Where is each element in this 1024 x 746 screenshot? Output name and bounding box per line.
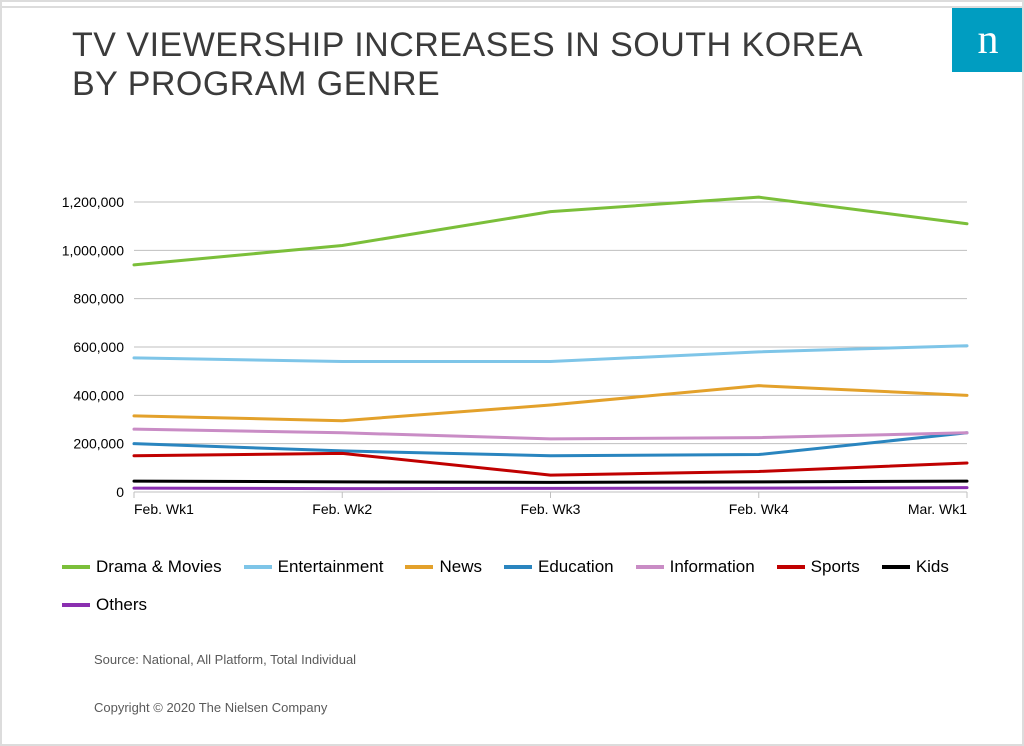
x-axis-label: Feb. Wk1 xyxy=(134,501,194,517)
legend-label: Drama & Movies xyxy=(96,557,222,577)
y-axis-label: 1,200,000 xyxy=(62,194,124,210)
legend-label: Information xyxy=(670,557,755,577)
copyright-text: Copyright © 2020 The Nielsen Company xyxy=(94,700,327,715)
x-axis-label: Feb. Wk4 xyxy=(729,501,789,517)
legend-swatch xyxy=(405,565,433,569)
line-chart: 0 200,000 400,000 600,000 800,000 1,000,000 1,… xyxy=(52,192,982,542)
y-axis-label: 1,000,000 xyxy=(62,242,124,258)
legend-label: Sports xyxy=(811,557,860,577)
y-axis-label: 0 xyxy=(116,484,124,500)
y-axis-label: 600,000 xyxy=(73,339,124,355)
legend-swatch xyxy=(636,565,664,569)
legend-swatch xyxy=(62,603,90,607)
legend-label: Entertainment xyxy=(278,557,384,577)
series-line xyxy=(134,488,967,489)
legend-label: Others xyxy=(96,595,147,615)
legend-label: Education xyxy=(538,557,614,577)
series-line xyxy=(134,197,967,265)
legend-swatch xyxy=(62,565,90,569)
legend-item: Sports xyxy=(777,557,860,577)
series-line xyxy=(134,386,967,421)
x-axis-label: Feb. Wk3 xyxy=(521,501,581,517)
legend-item: Kids xyxy=(882,557,949,577)
legend-item: Others xyxy=(62,595,147,615)
top-rule xyxy=(2,6,1022,8)
series-line xyxy=(134,429,967,439)
page-container: n TV VIEWERSHIP INCREASES IN SOUTH KOREA… xyxy=(0,0,1024,746)
legend-item: Education xyxy=(504,557,614,577)
legend-swatch xyxy=(244,565,272,569)
y-axis-label: 200,000 xyxy=(73,436,124,452)
legend-swatch xyxy=(777,565,805,569)
legend-item: Entertainment xyxy=(244,557,384,577)
legend: Drama & Movies Entertainment News Education… xyxy=(62,557,982,615)
chart-title: TV VIEWERSHIP INCREASES IN SOUTH KOREA B… xyxy=(72,26,902,104)
x-axis-label: Mar. Wk1 xyxy=(908,501,967,517)
nielsen-logo-letter: n xyxy=(978,19,999,61)
series-line xyxy=(134,481,967,482)
series-line xyxy=(134,346,967,362)
y-axis-label: 400,000 xyxy=(73,387,124,403)
legend-label: News xyxy=(439,557,482,577)
legend-item: Drama & Movies xyxy=(62,557,222,577)
chart-area: 0 200,000 400,000 600,000 800,000 1,000,000 1,… xyxy=(52,192,982,542)
legend-swatch xyxy=(504,565,532,569)
legend-item: Information xyxy=(636,557,755,577)
x-axis-label: Feb. Wk2 xyxy=(312,501,372,517)
legend-item: News xyxy=(405,557,482,577)
legend-swatch xyxy=(882,565,910,569)
nielsen-logo: n xyxy=(952,8,1024,72)
source-text: Source: National, All Platform, Total In… xyxy=(94,652,356,667)
legend-label: Kids xyxy=(916,557,949,577)
y-axis-label: 800,000 xyxy=(73,291,124,307)
